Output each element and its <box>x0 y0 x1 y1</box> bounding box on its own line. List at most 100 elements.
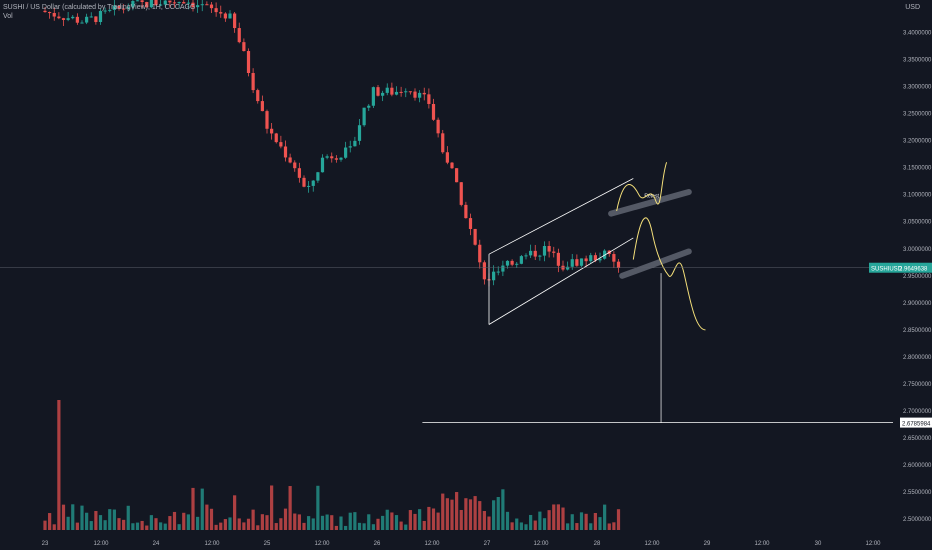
volume-bar <box>149 515 153 530</box>
y-tick-label: 3.3500000 <box>903 57 932 63</box>
candle-body <box>265 111 269 129</box>
channel-lower-line[interactable] <box>488 237 634 325</box>
volume-bar <box>108 509 112 530</box>
candle-body <box>270 128 274 134</box>
current-price-label-bg <box>869 262 932 273</box>
volume-bar <box>344 525 348 530</box>
x-tick-label: 23 <box>42 541 49 547</box>
x-tick-label: 26 <box>374 541 381 547</box>
volume-bar <box>367 514 371 530</box>
candle-body <box>496 271 500 273</box>
candle-body <box>598 258 602 261</box>
channel-upper-line[interactable] <box>488 178 634 255</box>
symbol-title: SUSHI / US Dollar (calculated by Trading… <box>3 4 196 11</box>
volume-bar <box>205 504 209 530</box>
candle-body <box>233 13 237 29</box>
candle-body <box>191 2 195 8</box>
candle-body <box>219 12 223 14</box>
candle-body <box>357 125 362 141</box>
y-tick-label: 2.9500000 <box>903 274 932 280</box>
candle-body <box>172 2 177 4</box>
volume-bar <box>251 509 255 530</box>
volume-bar <box>418 509 422 530</box>
current-price-value: 2.9649638 <box>899 267 928 273</box>
volume-bar <box>260 514 264 530</box>
y-tick-label: 3.0500000 <box>903 220 932 226</box>
y-tick-label: 2.5500000 <box>903 490 932 496</box>
candle-body <box>353 140 357 147</box>
volume-bar <box>579 512 584 530</box>
candle-body <box>399 91 403 93</box>
candle-body <box>413 91 417 98</box>
candle-body <box>376 87 380 96</box>
candle-body <box>445 152 449 163</box>
volume-bar <box>242 522 246 530</box>
volume-bar <box>441 493 445 530</box>
candle-body <box>223 13 227 19</box>
volume-bar <box>85 512 89 530</box>
candle-body <box>89 16 93 18</box>
candle-body <box>394 91 399 95</box>
candle-body <box>302 177 306 187</box>
candle-body <box>196 5 200 8</box>
volume-bar <box>48 513 52 530</box>
candle-body <box>408 91 412 93</box>
projection-lower-curve[interactable] <box>632 217 706 331</box>
candle-body <box>251 73 255 91</box>
volume-bar <box>399 521 403 530</box>
candle-body <box>603 250 607 259</box>
candle-body <box>450 162 454 169</box>
volume-bar <box>505 511 510 530</box>
volume-bar <box>71 504 75 530</box>
volume-bar <box>57 400 61 530</box>
volume-bar <box>473 496 477 530</box>
candle-body <box>348 146 352 148</box>
candle-body <box>542 246 547 256</box>
volume-bar <box>163 523 167 530</box>
volume-bar <box>422 520 426 530</box>
candle-body <box>209 4 214 9</box>
candle-body <box>575 259 579 266</box>
candle-body <box>519 256 523 264</box>
volume-bar <box>66 516 70 530</box>
volume-bar <box>297 514 301 530</box>
candle-body <box>385 87 389 93</box>
x-tick-label: 30 <box>815 541 822 547</box>
price-axis-unit[interactable]: USD <box>905 4 920 11</box>
candle-body <box>283 146 288 158</box>
volume-bar <box>140 520 144 530</box>
volume-bar <box>598 517 602 530</box>
volume-bar <box>357 522 362 530</box>
candle-body <box>131 1 135 8</box>
volume-bar <box>353 512 357 530</box>
volume-bar <box>445 498 449 530</box>
candle-body <box>464 204 468 219</box>
volume-bar <box>182 512 186 530</box>
projection-upper-curve[interactable] <box>616 162 668 212</box>
candle-body <box>418 92 422 98</box>
volume-bar <box>256 525 260 530</box>
candle-body <box>140 0 144 3</box>
volume-bar <box>61 504 66 530</box>
candle-body <box>501 265 505 272</box>
y-tick-label: 2.6000000 <box>903 463 932 469</box>
volume-bar <box>487 516 491 530</box>
candle-body <box>48 12 52 14</box>
retest-zone-upper <box>608 188 692 217</box>
volume-bar <box>237 518 241 530</box>
y-tick-label: 2.7500000 <box>903 382 932 388</box>
candle-body <box>182 2 186 4</box>
candle-body <box>288 157 292 163</box>
x-tick-label: 12:00 <box>204 541 220 547</box>
candle-body <box>552 251 556 253</box>
candle-body <box>593 255 597 261</box>
candle-body <box>297 168 301 178</box>
volume-bar <box>52 524 56 530</box>
volume-bar <box>307 516 311 530</box>
candle-body <box>43 10 47 13</box>
volume-bar <box>515 518 519 530</box>
volume-bar <box>478 501 482 530</box>
volume-bar <box>279 518 283 530</box>
candle-body <box>52 13 56 17</box>
